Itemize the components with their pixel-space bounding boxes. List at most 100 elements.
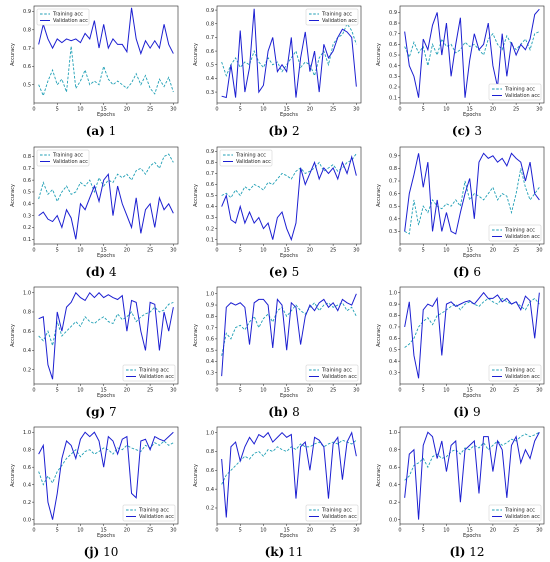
x-tick-label: 20 xyxy=(307,248,313,254)
legend-train-label: Training acc xyxy=(321,368,352,374)
y-tick-label: 0.5 xyxy=(389,204,397,210)
y-tick-label: 0.6 xyxy=(389,465,397,471)
y-axis-label: Accuracy xyxy=(10,324,16,347)
y-tick-label: 0.8 xyxy=(23,447,31,453)
x-axis-label: Epochs xyxy=(463,253,481,259)
caption-letter: (c) xyxy=(452,124,471,138)
y-tick-label: 0.5 xyxy=(206,62,214,68)
y-tick-label: 1.0 xyxy=(206,291,214,297)
x-tick-label: 0 xyxy=(32,107,35,113)
training-acc-line xyxy=(221,22,357,78)
x-tick-label: 25 xyxy=(330,107,336,113)
caption-letter: (a) xyxy=(86,124,105,138)
y-tick-label: 0.2 xyxy=(389,500,397,506)
y-tick-label: 0.4 xyxy=(206,76,214,82)
validation-acc-line xyxy=(38,7,174,56)
y-tick-label: 0.4 xyxy=(389,359,397,365)
caption-number: 2 xyxy=(292,124,300,138)
chart-panel-9: 0 5 10 15 20 25 30 0.3 0.4 0.5 0.6 0.7 0.8 0.9 1.0 Epoc… xyxy=(376,286,545,419)
x-tick-label: 25 xyxy=(513,528,519,534)
x-tick-label: 10 xyxy=(260,248,266,254)
x-tick-label: 15 xyxy=(466,248,472,254)
legend-val-label: Validation acc xyxy=(53,159,88,165)
legend-train-label: Training acc xyxy=(52,153,83,159)
y-tick-label: 0.5 xyxy=(23,190,31,196)
x-tick-label: 15 xyxy=(466,107,472,113)
x-tick-label: 5 xyxy=(422,107,425,113)
caption-letter: (b) xyxy=(268,124,288,138)
y-tick-label: 0.9 xyxy=(206,303,214,309)
chart-panel-12: 0 5 10 15 20 25 30 0.0 0.2 0.4 0.6 0.8 1.0 Epochs Accu… xyxy=(376,426,545,559)
x-tick-label: 0 xyxy=(215,388,218,394)
legend-val-label: Validation acc xyxy=(236,159,271,165)
y-tick-label: 0.4 xyxy=(206,359,214,365)
y-axis-label: Accuracy xyxy=(376,324,382,347)
chart-panel-11: 0 5 10 15 20 25 30 0.2 0.4 0.6 0.8 1.0 Epochs Accurac… xyxy=(193,426,362,559)
x-tick-label: 20 xyxy=(124,107,130,113)
caption-letter: (h) xyxy=(268,405,288,419)
y-tick-label: 0.6 xyxy=(23,64,31,70)
x-tick-label: 20 xyxy=(124,388,130,394)
panel-caption: (g) 7 xyxy=(85,405,116,419)
panel-caption: (f) 6 xyxy=(453,265,481,279)
y-tick-label: 0.2 xyxy=(23,225,31,231)
legend-train-label: Training acc xyxy=(504,368,535,374)
panel-caption: (h) 8 xyxy=(268,405,300,419)
y-tick-label: 0.7 xyxy=(389,325,397,331)
y-tick-label: 0.2 xyxy=(206,226,214,232)
y-tick-label: 0.3 xyxy=(206,370,214,376)
validation-acc-line xyxy=(221,154,357,242)
x-tick-label: 5 xyxy=(56,388,59,394)
x-tick-label: 25 xyxy=(147,107,153,113)
chart-panel-8: 0 5 10 15 20 25 30 0.3 0.4 0.5 0.6 0.7 0.8 0.9 1.0 Epoc… xyxy=(193,286,362,419)
panel-caption: (b) 2 xyxy=(268,124,299,138)
y-tick-label: 0.6 xyxy=(389,42,397,48)
y-tick-label: 0.4 xyxy=(206,487,214,493)
x-tick-label: 10 xyxy=(443,248,449,254)
y-tick-label: 0.8 xyxy=(23,27,31,33)
x-tick-label: 20 xyxy=(490,528,496,534)
caption-number: 8 xyxy=(292,405,300,419)
x-tick-label: 20 xyxy=(124,528,130,534)
x-tick-label: 15 xyxy=(100,388,106,394)
x-tick-label: 10 xyxy=(260,388,266,394)
x-tick-label: 0 xyxy=(32,248,35,254)
validation-acc-line xyxy=(38,431,174,520)
y-tick-label: 0.6 xyxy=(23,329,31,335)
x-tick-label: 30 xyxy=(170,528,176,534)
panel-caption: (c) 3 xyxy=(452,124,482,138)
x-axis-label: Epochs xyxy=(280,533,298,539)
y-tick-label: 1.0 xyxy=(206,430,214,436)
y-tick-label: 0.8 xyxy=(23,154,31,160)
legend-train-label: Training acc xyxy=(138,368,169,374)
y-tick-label: 0.4 xyxy=(23,201,31,207)
y-tick-label: 0.6 xyxy=(389,336,397,342)
legend-train-label: Training acc xyxy=(504,228,535,234)
x-tick-label: 10 xyxy=(443,388,449,394)
x-tick-label: 0 xyxy=(215,528,218,534)
x-tick-label: 10 xyxy=(260,528,266,534)
y-tick-label: 0.3 xyxy=(389,229,397,235)
x-tick-label: 5 xyxy=(239,248,242,254)
legend-val-label: Validation acc xyxy=(139,374,174,380)
x-tick-label: 30 xyxy=(536,248,542,254)
x-tick-label: 25 xyxy=(330,528,336,534)
panel-caption: (k) 11 xyxy=(265,545,304,559)
legend-val-label: Validation acc xyxy=(505,234,540,240)
caption-number: 4 xyxy=(109,265,117,279)
training-acc-line xyxy=(38,301,174,346)
x-tick-label: 5 xyxy=(422,248,425,254)
y-tick-label: 0.9 xyxy=(389,154,397,160)
y-tick-label: 0.6 xyxy=(389,191,397,197)
x-tick-label: 5 xyxy=(56,107,59,113)
validation-acc-line xyxy=(404,152,540,235)
x-tick-label: 25 xyxy=(513,248,519,254)
chart-panel-4: 0 5 10 15 20 25 30 0.1 0.2 0.3 0.4 0.5 0.6 0.7 0.8 Epoc… xyxy=(10,146,179,279)
caption-letter: (j) xyxy=(84,545,100,559)
caption-letter: (f) xyxy=(453,265,470,279)
y-tick-label: 0.4 xyxy=(389,63,397,69)
